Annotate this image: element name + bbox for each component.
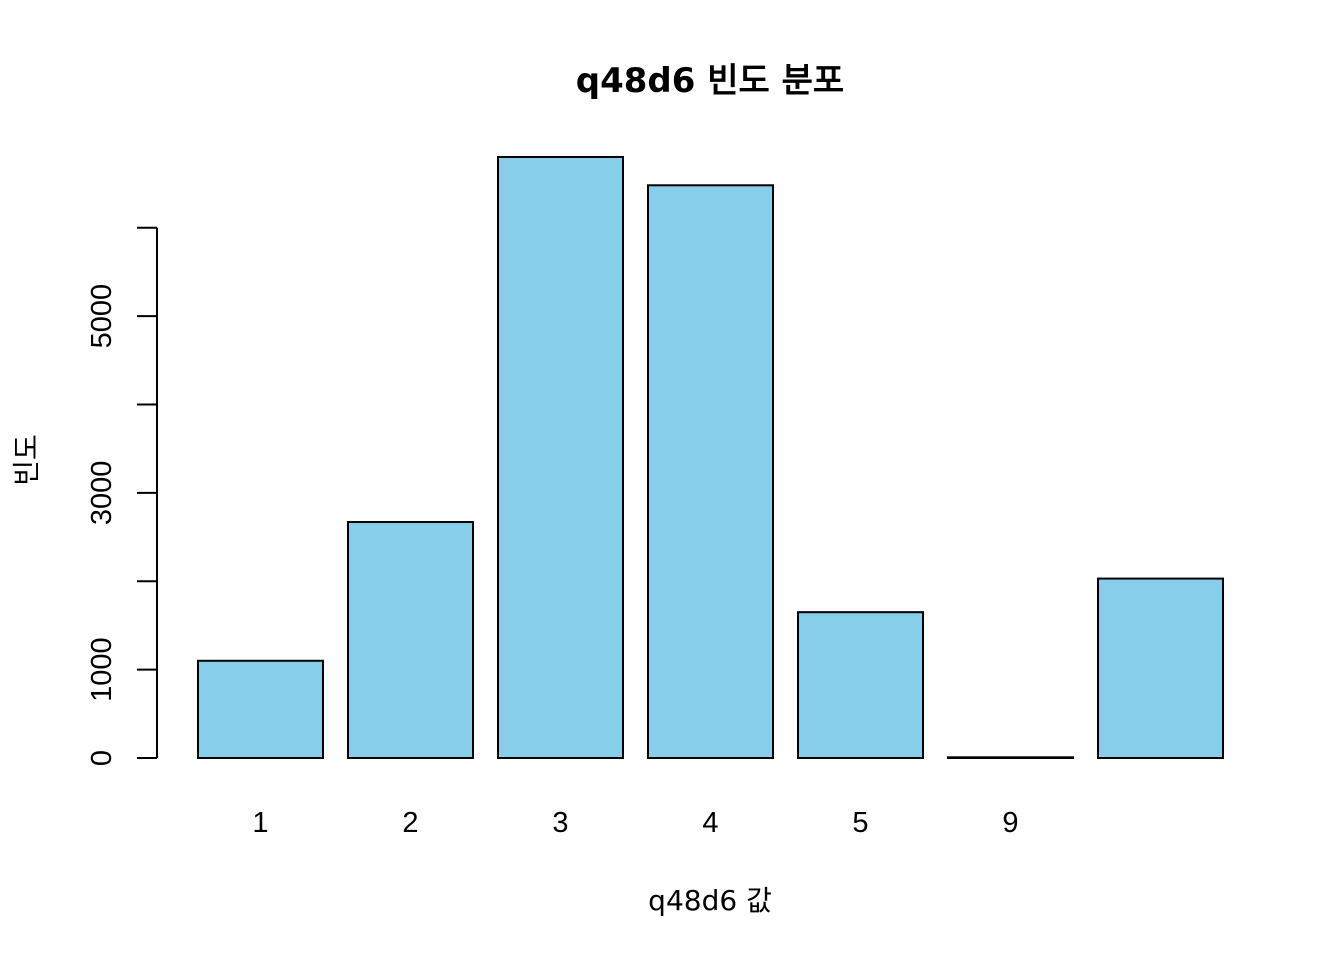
- x-tick-label: 4: [702, 807, 718, 839]
- x-axis-label: q48d6 값: [648, 884, 772, 917]
- bar-9: [947, 756, 1074, 760]
- chart-title: q48d6 빈도 분포: [576, 61, 844, 101]
- y-tick-label: 5000: [86, 284, 118, 349]
- x-tick-labels: 1 2 3 4 5 9: [252, 807, 1018, 839]
- x-tick-label: 9: [1002, 807, 1018, 839]
- y-tick-label: 3000: [86, 461, 118, 526]
- bar-3: [497, 156, 624, 759]
- y-axis: 0 1000 3000 5000: [86, 226, 158, 766]
- bar-1: [197, 659, 324, 760]
- y-axis-label: 빈도: [10, 434, 43, 486]
- y-tick-label: 1000: [86, 637, 118, 702]
- bars-group: [197, 156, 1224, 760]
- x-tick-label: 2: [402, 807, 418, 839]
- bar-2: [347, 521, 474, 759]
- x-tick-label: 3: [552, 807, 568, 839]
- bar-4: [647, 184, 774, 759]
- x-tick-label: 1: [252, 807, 268, 839]
- bar-5: [797, 611, 924, 760]
- bar-unlabeled: [1097, 577, 1224, 759]
- y-tick-label: 0: [86, 750, 118, 766]
- x-tick-label: 5: [852, 807, 868, 839]
